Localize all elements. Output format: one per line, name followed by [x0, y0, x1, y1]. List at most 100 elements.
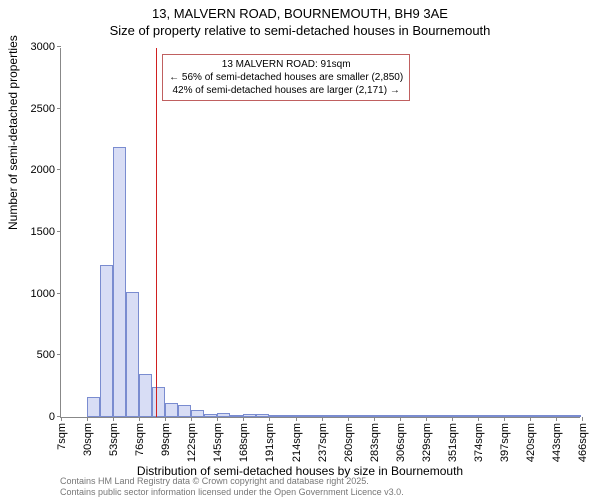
x-tick-label: 397sqm	[497, 423, 511, 462]
x-tick-mark	[269, 417, 270, 421]
x-tick-label: 374sqm	[471, 423, 485, 462]
x-tick-mark	[165, 417, 166, 421]
x-tick-label: 306sqm	[393, 423, 407, 462]
histogram-bar	[438, 415, 451, 417]
x-tick-mark	[87, 417, 88, 421]
x-tick-mark	[191, 417, 192, 421]
annotation-line-1: 13 MALVERN ROAD: 91sqm	[169, 58, 403, 71]
x-tick-mark	[582, 417, 583, 421]
y-tick-label: 2500	[31, 103, 61, 115]
histogram-bar	[477, 415, 490, 417]
x-tick-label: 351sqm	[445, 423, 459, 462]
x-tick-label: 214sqm	[289, 423, 303, 462]
histogram-bar	[126, 292, 139, 417]
x-tick-label: 168sqm	[236, 423, 250, 462]
x-tick-label: 30sqm	[80, 423, 94, 456]
y-tick-mark	[57, 231, 61, 232]
footnote-line-2: Contains public sector information licen…	[60, 487, 404, 498]
histogram-bar	[165, 403, 178, 417]
y-tick-mark	[57, 46, 61, 47]
histogram-bar	[113, 147, 126, 417]
histogram-bar	[399, 415, 412, 417]
x-tick-label: 329sqm	[419, 423, 433, 462]
x-tick-label: 122sqm	[184, 423, 198, 462]
x-tick-label: 76sqm	[132, 423, 146, 456]
x-tick-mark	[217, 417, 218, 421]
y-tick-label: 3000	[31, 41, 61, 53]
x-tick-label: 191sqm	[262, 423, 276, 462]
annotation-line-3: 42% of semi-detached houses are larger (…	[169, 84, 403, 97]
histogram-bar	[256, 414, 269, 417]
x-tick-label: 237sqm	[315, 423, 329, 462]
histogram-bar	[321, 415, 334, 417]
histogram-bar	[282, 415, 295, 417]
marker-line	[156, 48, 157, 417]
y-tick-label: 0	[49, 411, 61, 423]
histogram-bar	[243, 414, 256, 417]
x-tick-mark	[400, 417, 401, 421]
histogram-bar	[503, 415, 516, 417]
histogram-bar	[204, 414, 217, 417]
histogram-bar	[542, 415, 555, 417]
histogram-bar	[295, 415, 308, 417]
x-tick-mark	[452, 417, 453, 421]
annotation-line-2: ← 56% of semi-detached houses are smalle…	[169, 71, 403, 84]
x-tick-mark	[113, 417, 114, 421]
y-tick-label: 500	[37, 349, 61, 361]
x-tick-label: 420sqm	[523, 423, 537, 462]
histogram-bar	[308, 415, 321, 417]
histogram-bar	[412, 415, 425, 417]
histogram-bar	[451, 415, 464, 417]
x-tick-label: 260sqm	[341, 423, 355, 462]
y-tick-label: 1500	[31, 226, 61, 238]
histogram-bar	[386, 415, 399, 417]
x-tick-mark	[348, 417, 349, 421]
histogram-bar	[100, 265, 113, 417]
y-tick-mark	[57, 108, 61, 109]
histogram-bar	[152, 387, 165, 417]
x-tick-mark	[478, 417, 479, 421]
x-tick-mark	[426, 417, 427, 421]
x-tick-mark	[296, 417, 297, 421]
x-tick-label: 53sqm	[106, 423, 120, 456]
x-tick-mark	[374, 417, 375, 421]
histogram-bar	[373, 415, 386, 417]
x-tick-label: 443sqm	[549, 423, 563, 462]
histogram-bar	[347, 415, 360, 417]
histogram-bar	[139, 374, 152, 417]
plot-area: 0500100015002000250030007sqm30sqm53sqm76…	[60, 48, 580, 418]
y-axis-label: Number of semi-detached properties	[6, 35, 20, 230]
x-tick-mark	[530, 417, 531, 421]
y-tick-mark	[57, 354, 61, 355]
histogram-bar	[516, 415, 529, 417]
y-tick-mark	[57, 293, 61, 294]
histogram-bar	[464, 415, 477, 417]
histogram-bar	[87, 397, 100, 417]
histogram-bar	[230, 415, 243, 417]
histogram-bar	[191, 410, 204, 417]
y-tick-label: 1000	[31, 288, 61, 300]
annotation-box: 13 MALVERN ROAD: 91sqm← 56% of semi-deta…	[162, 54, 410, 101]
x-tick-mark	[322, 417, 323, 421]
histogram-bar	[529, 415, 542, 417]
histogram-bar	[334, 415, 347, 417]
x-tick-label: 145sqm	[210, 423, 224, 462]
histogram-bar	[425, 415, 438, 417]
histogram-bar	[490, 415, 503, 417]
histogram-bar	[269, 415, 282, 417]
x-tick-mark	[243, 417, 244, 421]
x-tick-mark	[61, 417, 62, 421]
x-tick-label: 466sqm	[575, 423, 589, 462]
x-tick-label: 99sqm	[158, 423, 172, 456]
title-line-2: Size of property relative to semi-detach…	[0, 23, 600, 38]
x-tick-label: 283sqm	[367, 423, 381, 462]
x-tick-label: 7sqm	[54, 423, 68, 450]
footnote-line-1: Contains HM Land Registry data © Crown c…	[60, 476, 404, 487]
title-line-1: 13, MALVERN ROAD, BOURNEMOUTH, BH9 3AE	[0, 6, 600, 21]
y-tick-label: 2000	[31, 164, 61, 176]
x-tick-mark	[556, 417, 557, 421]
y-tick-mark	[57, 169, 61, 170]
histogram-bar	[360, 415, 373, 417]
chart-container: 13, MALVERN ROAD, BOURNEMOUTH, BH9 3AE S…	[0, 0, 600, 500]
x-tick-mark	[139, 417, 140, 421]
